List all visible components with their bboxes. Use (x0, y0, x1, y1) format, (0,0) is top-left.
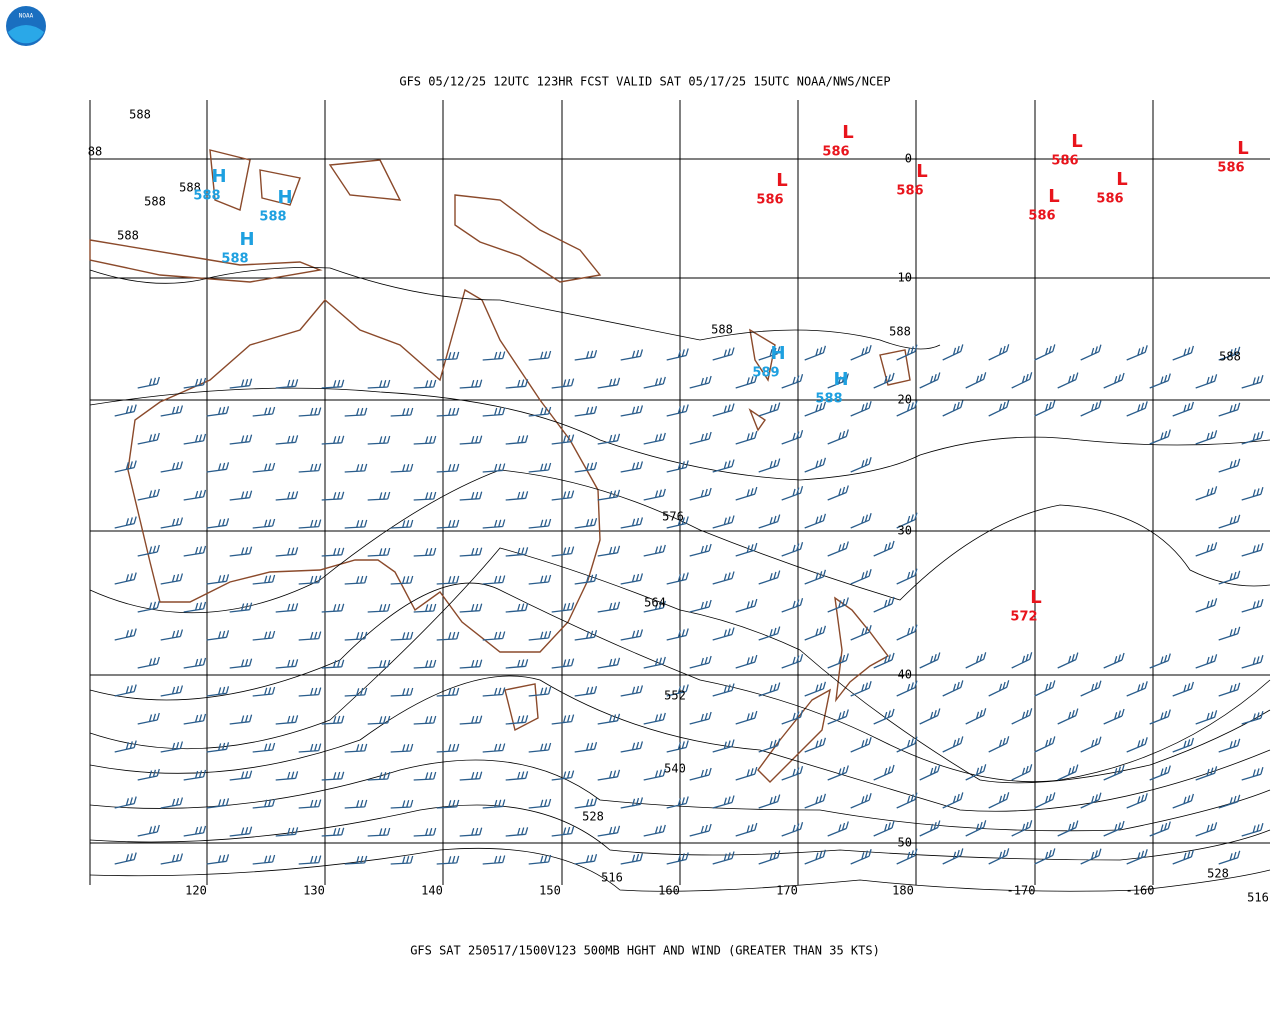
contour-label: 564 (644, 596, 666, 610)
contour-label: 540 (664, 762, 686, 776)
logo-text: NOAA (19, 13, 34, 20)
contour-label: 588 (889, 325, 911, 339)
high-value: 589 (752, 366, 779, 381)
low-value: 586 (756, 193, 783, 208)
wind-barbs (114, 344, 1264, 865)
logo-wave (8, 25, 44, 44)
contour-label: 588 (179, 181, 201, 195)
coastlines (89, 149, 911, 783)
contour-label: 588 (1219, 350, 1241, 364)
contour-label: 588 (711, 323, 733, 337)
high-symbol: H (239, 229, 254, 250)
low-value: 586 (1051, 154, 1078, 169)
latitude-label: -50 (890, 836, 912, 850)
longitude-label: 150 (539, 884, 561, 898)
high-value: 588 (815, 392, 842, 407)
low-symbol: L (1116, 169, 1127, 190)
contour-label: 516 (1247, 891, 1269, 905)
low-value: 586 (1217, 161, 1244, 176)
high-value: 588 (193, 189, 220, 204)
high-symbol: H (770, 343, 785, 364)
low-symbol: L (776, 170, 787, 191)
contour-label: 528 (1207, 867, 1229, 881)
high-symbol: H (211, 166, 226, 187)
contour-label: 516 (601, 871, 623, 885)
high-symbol: H (277, 187, 292, 208)
coast-tasmania (504, 683, 539, 732)
low-value: 586 (896, 184, 923, 199)
longitude-label: -170 (1007, 884, 1036, 898)
longitude-label: 160 (658, 884, 680, 898)
longitude-label: 120 (185, 884, 207, 898)
low-symbol: L (916, 161, 927, 182)
latitude-label: -20 (890, 393, 912, 407)
map-labels: 120 130 140 150 160 170 180 -170 -160 0 -10 -20 -30 -… (88, 108, 1269, 905)
low-value: 586 (822, 145, 849, 160)
contour-line (89, 267, 941, 350)
longitude-label: 140 (421, 884, 443, 898)
barb-set (114, 344, 1264, 865)
low-symbol: L (1237, 138, 1248, 159)
contour-line (89, 759, 1271, 832)
contour-label: 588 (117, 229, 139, 243)
latitude-label: -10 (890, 271, 912, 285)
contour-label: 528 (582, 810, 604, 824)
low-symbol: L (1048, 186, 1059, 207)
contour-line (89, 847, 1271, 892)
high-value: 588 (221, 252, 248, 267)
noaa-logo: NOAA (6, 6, 46, 46)
high-value: 588 (259, 210, 286, 225)
contour-line (89, 387, 1271, 481)
contour-label: 576 (662, 510, 684, 524)
contour-line (89, 582, 1271, 783)
latitude-label: 0 (905, 152, 912, 166)
coast-new-guinea (454, 194, 602, 283)
contour-label: 588 (129, 108, 151, 122)
contour-line (89, 675, 1271, 812)
contour-label: 588 (144, 195, 166, 209)
longitude-label: -160 (1126, 884, 1155, 898)
low-value: 586 (1096, 192, 1123, 207)
coast-new-zealand-south (757, 688, 831, 783)
low-symbol: L (842, 122, 853, 143)
latitude-label: -40 (890, 668, 912, 682)
low-symbol: L (1071, 131, 1082, 152)
contour-label: 552 (664, 689, 686, 703)
coast-islands (89, 149, 911, 432)
coast-australia (127, 288, 601, 653)
longitude-label: 180 (892, 884, 914, 898)
low-value: 572 (1010, 610, 1037, 625)
map-caption: GFS SAT 250517/1500V123 500MB HGHT AND W… (410, 944, 880, 958)
longitude-label: 170 (776, 884, 798, 898)
low-symbol: L (1030, 587, 1041, 608)
contour-label: 88 (88, 145, 102, 159)
coast-new-zealand-north (834, 596, 890, 703)
contour-line (89, 547, 1271, 784)
low-value: 586 (1028, 209, 1055, 224)
high-symbol: H (833, 369, 848, 390)
latitude-label: -30 (890, 524, 912, 538)
map-title: GFS 05/12/25 12UTC 123HR FCST VALID SAT … (399, 75, 890, 89)
longitude-label: 130 (303, 884, 325, 898)
